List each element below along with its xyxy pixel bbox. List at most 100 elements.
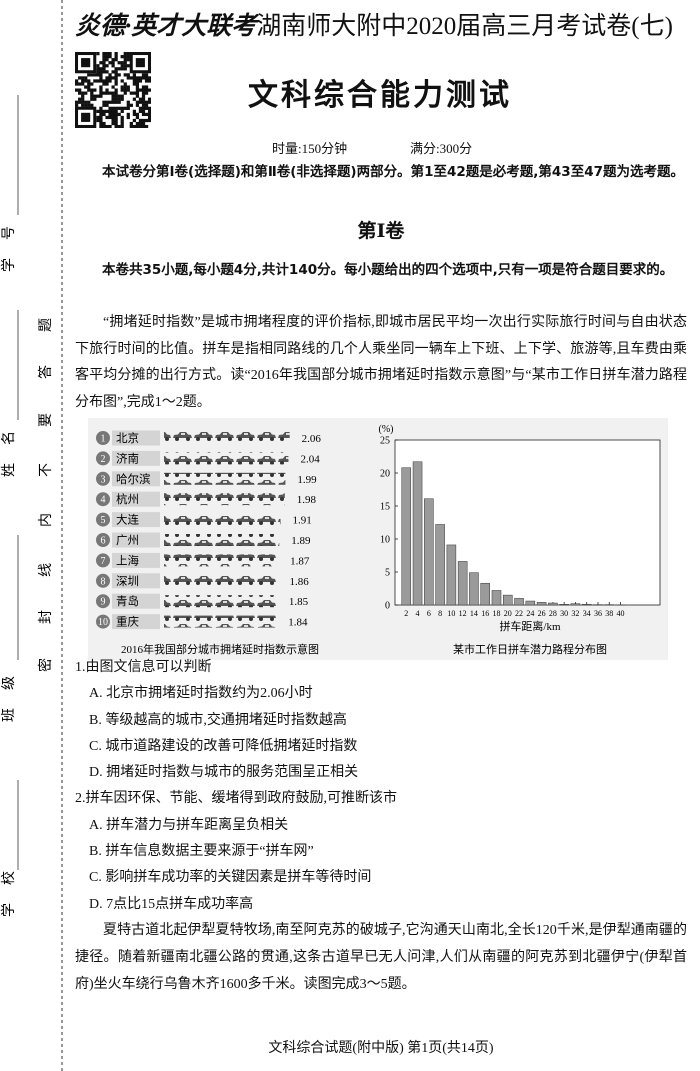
x-tick-label: 38 [605, 609, 613, 618]
qr-module [129, 103, 133, 107]
qr-module [96, 70, 100, 74]
bar [424, 498, 434, 606]
rank-badge [96, 451, 110, 466]
city-box [112, 573, 160, 589]
y-tick-label: 0 [385, 601, 390, 612]
qr-module [117, 97, 121, 101]
figures: 1 北京 2.06 2 济南 2.04 3 哈尔滨 1.99 4 杭州 1.98 5 大连 1.91 6 广州 1… [88, 418, 668, 660]
bar [570, 603, 581, 606]
city-label: 杭州 [116, 492, 139, 506]
qr-module [147, 109, 151, 113]
city-label: 济南 [116, 451, 139, 465]
qr-module [84, 85, 88, 89]
qr-module [138, 121, 143, 126]
qr-module [114, 79, 118, 83]
qr-module [126, 103, 130, 107]
qr-module [84, 79, 88, 83]
rank-label: 4 [101, 495, 106, 506]
qr-module [135, 94, 140, 98]
question-option: D. 7点比15点拼车成功率高 [89, 896, 254, 912]
exam-score: 满分:300分 [410, 141, 473, 156]
qr-module [114, 121, 118, 126]
qr-module [114, 115, 118, 120]
bar [559, 604, 569, 606]
y-tick-label: 10 [380, 535, 390, 546]
y-tick-label: 20 [380, 469, 390, 480]
qr-module [78, 76, 82, 80]
qr-module [126, 100, 130, 104]
qr-module [105, 79, 109, 83]
qr-module [114, 109, 118, 113]
field-label: 姓名 [1, 413, 17, 477]
qr-module [93, 97, 97, 101]
qr-module [114, 118, 118, 123]
qr-module [123, 91, 127, 95]
seal-char: 内 [38, 513, 54, 527]
city-box [112, 552, 160, 568]
qr-module [135, 112, 140, 117]
qr-module [141, 112, 146, 117]
qr-module [144, 91, 149, 95]
qr-module [114, 97, 118, 101]
qr-module [78, 91, 82, 95]
question-option: B. 等级越高的城市,交通拥堵延时指数越高 [89, 712, 347, 728]
qr-module [105, 76, 109, 80]
qr-module [117, 112, 121, 117]
qr-module [138, 100, 143, 104]
qr-module [99, 73, 103, 77]
qr-module [99, 79, 103, 83]
qr-module [102, 100, 106, 104]
qr-module [108, 115, 112, 120]
qr-module [132, 118, 136, 123]
value-label: 2.04 [300, 453, 320, 465]
qr-module [120, 121, 124, 126]
seal-char: 不 [39, 463, 54, 477]
qr-module [114, 112, 118, 117]
qr-module [99, 76, 103, 80]
qr-module [108, 109, 112, 113]
qr-module [144, 79, 149, 83]
rank-label: 9 [101, 597, 106, 608]
x-tick-label: 30 [560, 609, 568, 618]
qr-module [135, 100, 140, 104]
qr-module [111, 61, 115, 65]
qr-module [99, 112, 103, 117]
qr-module [129, 121, 133, 126]
qr-module [75, 82, 79, 86]
qr-module [141, 124, 146, 128]
city-label: 青岛 [116, 594, 139, 608]
qr-module [96, 109, 100, 113]
qr-finder [129, 52, 151, 74]
rank-badge [96, 573, 110, 588]
qr-module [135, 91, 140, 95]
qr-module [102, 58, 106, 62]
bar [164, 513, 281, 526]
rank-label: 8 [101, 576, 106, 587]
qr-module [87, 79, 91, 83]
qr-module [114, 52, 118, 56]
qr-module [111, 109, 115, 113]
qr-module [141, 121, 146, 126]
x-tick-label: 20 [504, 609, 512, 618]
qr-module [141, 97, 146, 101]
qr-module [111, 76, 115, 80]
qr-module [114, 100, 118, 104]
qr-module [114, 70, 118, 74]
qr-module [90, 103, 94, 107]
exam-name: 湖南师大附中2020届高三月考试卷(七) [256, 13, 673, 40]
qr-module [96, 118, 100, 123]
qr-module [144, 76, 149, 80]
qr-module [135, 121, 140, 126]
qr-module [135, 79, 140, 83]
qr-module [78, 82, 82, 86]
qr-module [111, 112, 115, 117]
qr-module [138, 118, 143, 123]
bar [548, 602, 558, 606]
qr-module [135, 76, 140, 80]
qr-module [123, 82, 127, 86]
qr-module [120, 124, 124, 128]
qr-module [147, 76, 151, 80]
qr-module [81, 100, 85, 104]
plot-area [394, 439, 661, 606]
qr-module [99, 88, 103, 92]
